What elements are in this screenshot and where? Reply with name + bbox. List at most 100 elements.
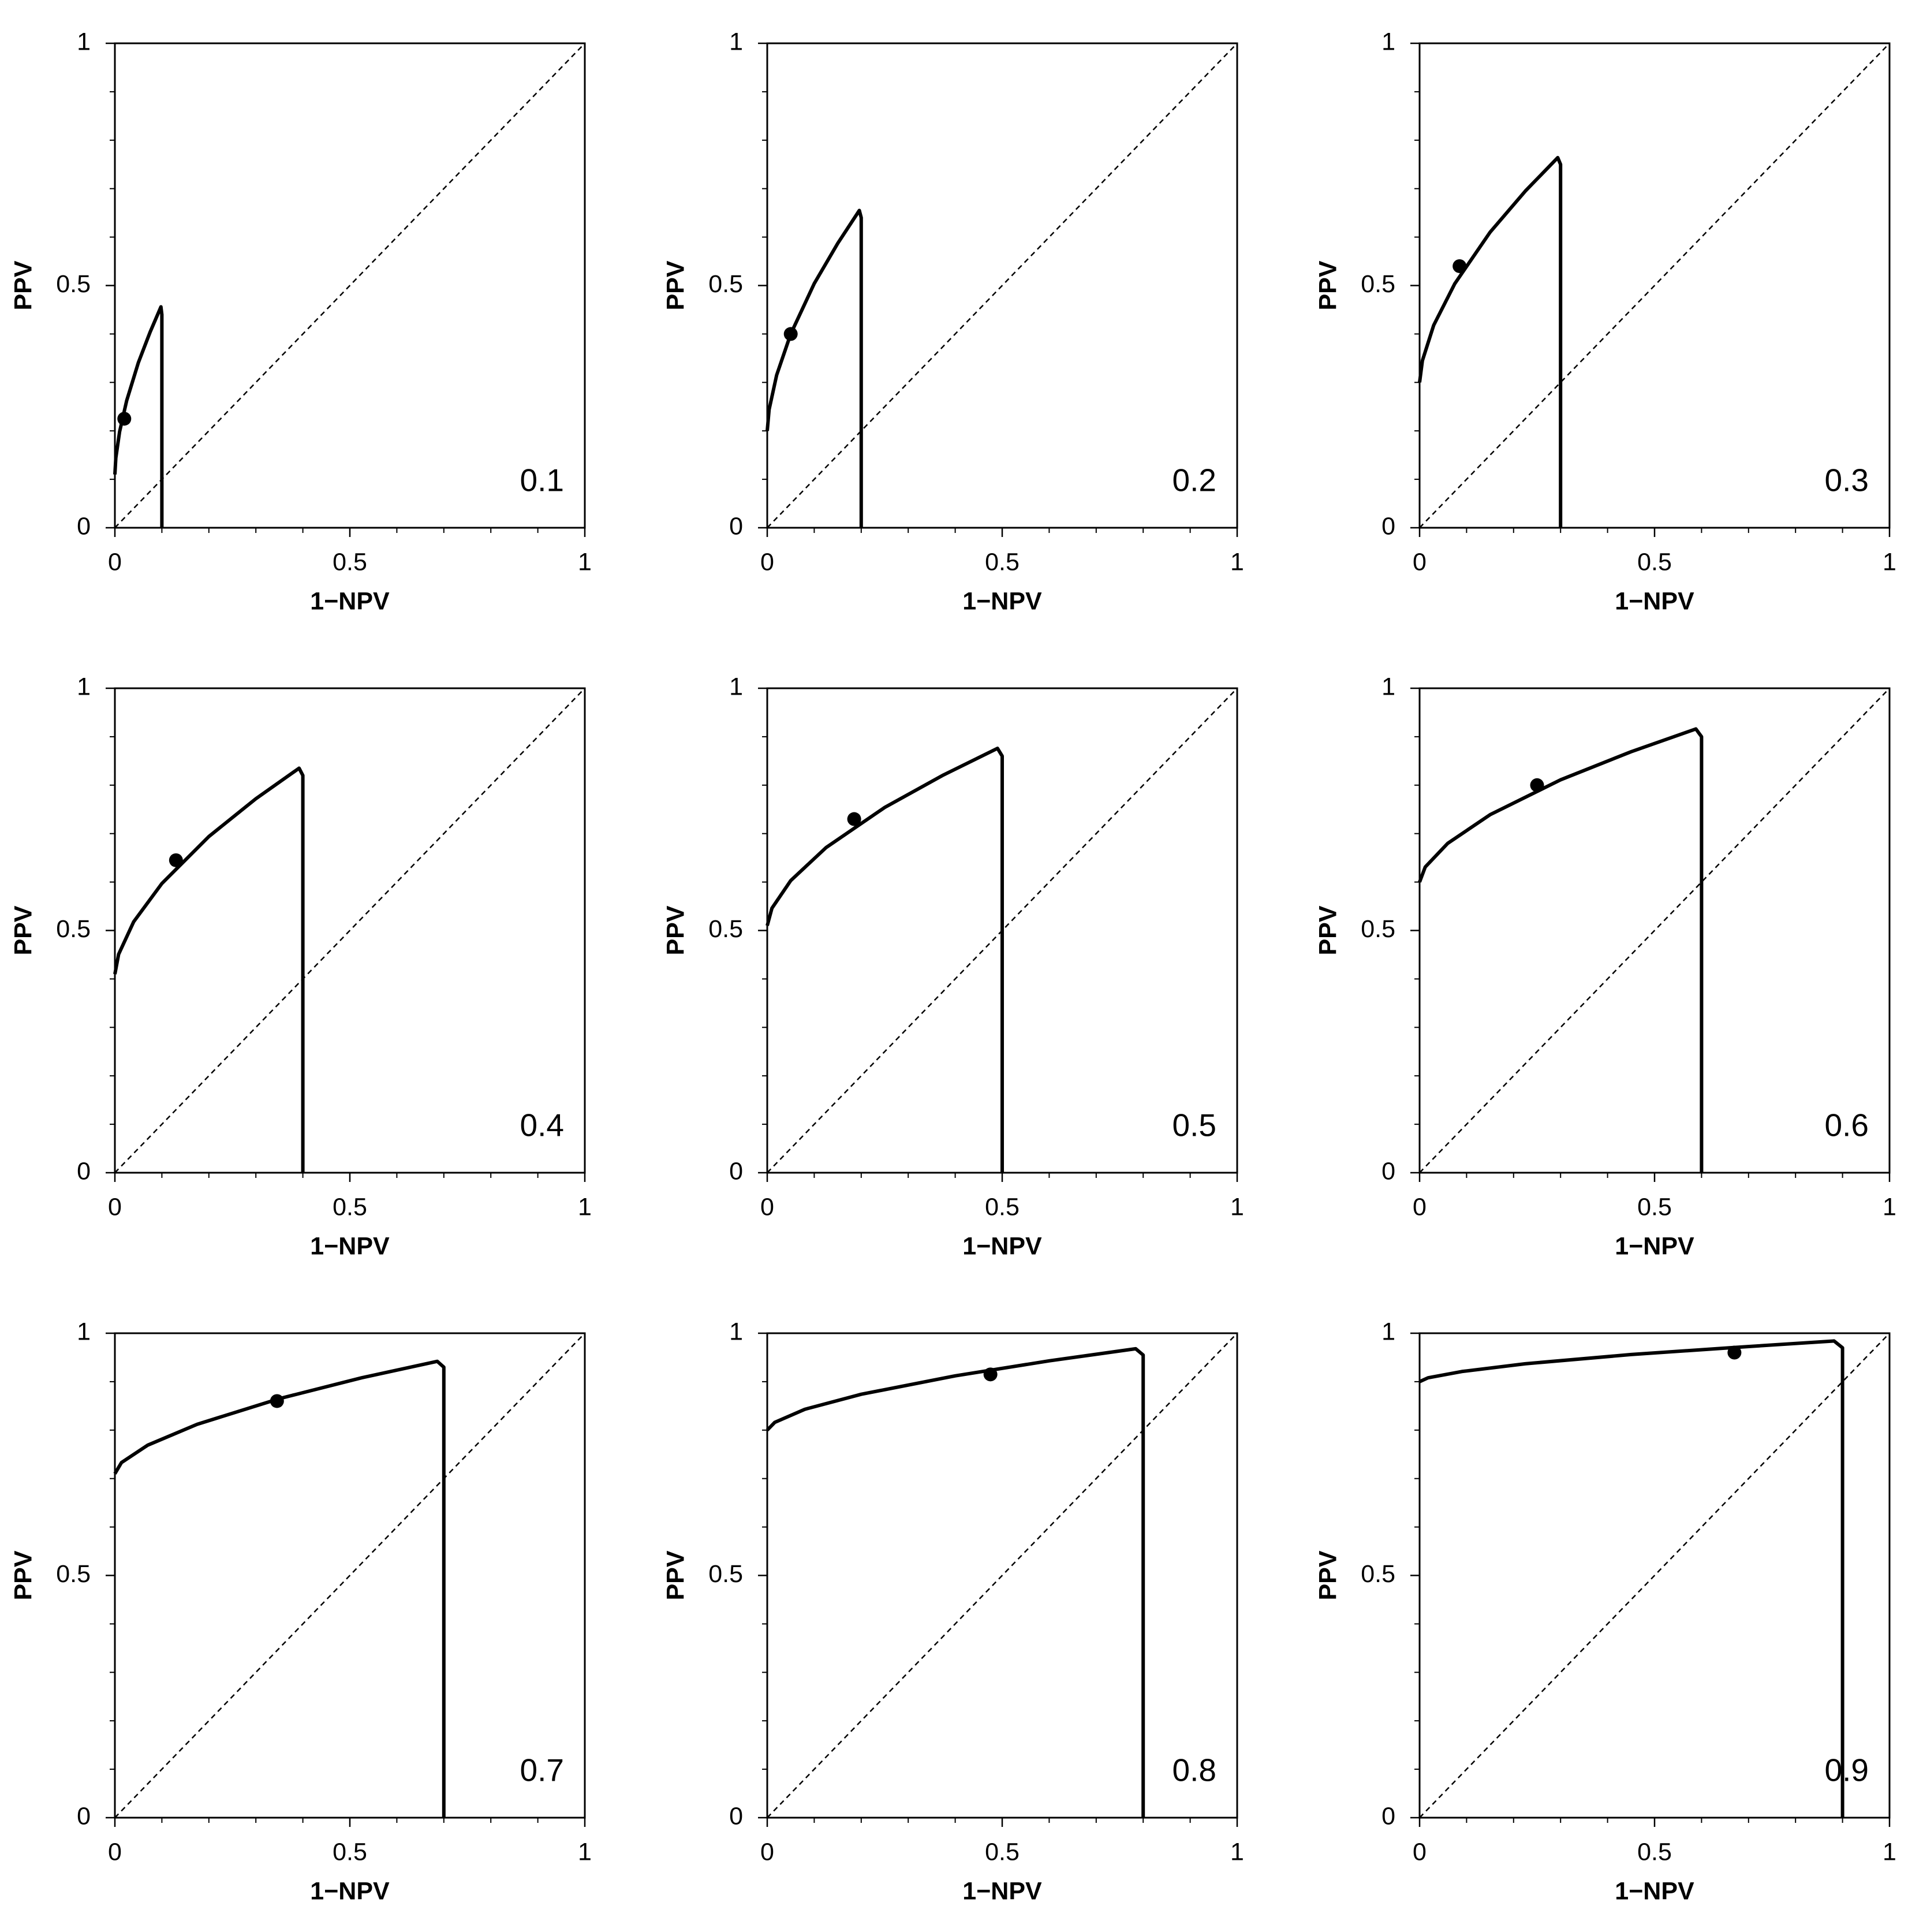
y-tick-label: 1	[77, 1318, 91, 1345]
x-tick-label: 0	[108, 548, 122, 576]
x-tick-label: 0	[760, 1193, 774, 1221]
x-tick-label: 0.5	[1637, 1838, 1672, 1866]
x-axis-label: 1−NPV	[310, 1877, 390, 1905]
y-tick-label: 0	[77, 512, 91, 540]
diagonal	[767, 43, 1238, 528]
annotation: 0.3	[1825, 463, 1869, 498]
panel: 0 0.5 1 0 0.5 1 1−NPV PPV 0.9	[1314, 1318, 1896, 1905]
annotation: 0.6	[1825, 1107, 1869, 1143]
diagonal	[114, 1333, 585, 1818]
diagonal	[114, 43, 585, 528]
annotation: 0.7	[520, 1752, 564, 1788]
x-tick-label: 1	[1883, 548, 1896, 576]
x-tick-label: 0.5	[333, 1193, 367, 1221]
x-tick-label: 0	[1413, 548, 1427, 576]
y-tick-label: 0.5	[708, 915, 743, 943]
plot-frame	[766, 42, 1238, 529]
panel: 0 0.5 1 0 0.5 1 1−NPV PPV 0.2	[662, 28, 1244, 615]
marker-point	[783, 327, 798, 341]
x-axis-label: 1−NPV	[1615, 1877, 1694, 1905]
marker-point	[1727, 1345, 1742, 1360]
curve	[113, 305, 164, 528]
y-tick-label: 0.5	[1361, 1560, 1395, 1588]
annotation: 0.8	[1173, 1752, 1216, 1788]
panel: 0 0.5 1 0 0.5 1 1−NPV PPV 0.3	[1314, 28, 1896, 615]
y-tick-label: 0	[729, 1157, 743, 1185]
y-tick-label: 0	[729, 1802, 743, 1830]
y-tick-label: 0	[1381, 1802, 1395, 1830]
y-tick-label: 0.5	[708, 1560, 743, 1588]
marker-point	[169, 853, 183, 867]
curve	[113, 766, 305, 1173]
x-tick-label: 0	[760, 1838, 774, 1866]
x-tick-label: 1	[578, 1838, 592, 1866]
y-tick-label: 0	[729, 512, 743, 540]
y-tick-label: 1	[1381, 1318, 1395, 1345]
y-axis-label: PPV	[9, 260, 37, 310]
x-tick-label: 1	[1230, 1193, 1244, 1221]
annotation: 0.1	[520, 463, 564, 498]
panel: 0 0.5 1 0 0.5 1 1−NPV PPV 0.8	[662, 1318, 1244, 1905]
curve	[1418, 1339, 1844, 1818]
x-axis-label: 1−NPV	[310, 1232, 390, 1260]
x-tick-label: 1	[1230, 1838, 1244, 1866]
y-axis-label: PPV	[662, 905, 689, 955]
x-axis-label: 1−NPV	[1615, 1232, 1694, 1260]
x-tick-label: 0.5	[1637, 1193, 1672, 1221]
curve	[766, 1347, 1145, 1818]
annotation: 0.2	[1173, 463, 1216, 498]
marker-point	[983, 1367, 998, 1382]
curve	[113, 1359, 446, 1818]
x-tick-label: 0.5	[985, 1193, 1020, 1221]
x-tick-label: 0	[1413, 1193, 1427, 1221]
x-axis-label: 1−NPV	[962, 1877, 1042, 1905]
diagonal	[767, 1333, 1238, 1818]
x-tick-label: 1	[1230, 548, 1244, 576]
y-tick-label: 0	[77, 1802, 91, 1830]
x-tick-label: 0.5	[1637, 548, 1672, 576]
plot-frame	[1418, 42, 1891, 529]
panel: 0 0.5 1 0 0.5 1 1−NPV PPV 0.1	[9, 28, 592, 615]
plot-frame	[1418, 687, 1891, 1174]
y-tick-label: 0.5	[708, 270, 743, 298]
y-tick-label: 1	[77, 28, 91, 55]
y-axis-label: PPV	[1314, 905, 1342, 955]
y-tick-label: 1	[1381, 28, 1395, 55]
y-tick-label: 0	[1381, 512, 1395, 540]
x-axis-label: 1−NPV	[962, 1232, 1042, 1260]
x-tick-label: 0.5	[985, 548, 1020, 576]
y-axis-label: PPV	[1314, 260, 1342, 310]
x-tick-label: 0.5	[333, 1838, 367, 1866]
curve	[1418, 156, 1563, 528]
y-tick-label: 0.5	[56, 1560, 91, 1588]
annotation: 0.4	[520, 1107, 564, 1143]
marker-point	[1530, 778, 1544, 792]
curve	[766, 208, 863, 528]
y-axis-label: PPV	[1314, 1550, 1342, 1600]
x-tick-label: 0.5	[985, 1838, 1020, 1866]
plot-frame	[1418, 1332, 1891, 1819]
y-axis-label: PPV	[662, 260, 689, 310]
y-tick-label: 0.5	[56, 270, 91, 298]
x-tick-label: 0	[1413, 1838, 1427, 1866]
panel: 0 0.5 1 0 0.5 1 1−NPV PPV 0.7	[9, 1318, 592, 1905]
curve	[766, 747, 1004, 1173]
x-tick-label: 1	[1883, 1193, 1896, 1221]
plot-frame	[114, 42, 586, 529]
x-axis-label: 1−NPV	[310, 587, 390, 615]
y-axis-label: PPV	[9, 1550, 37, 1600]
x-tick-label: 0	[760, 548, 774, 576]
y-tick-label: 1	[729, 28, 743, 55]
y-tick-label: 1	[77, 673, 91, 700]
plot-frame	[114, 687, 586, 1174]
annotation: 0.5	[1173, 1107, 1216, 1143]
marker-point	[847, 812, 861, 826]
y-tick-label: 0	[77, 1157, 91, 1185]
x-tick-label: 0	[108, 1193, 122, 1221]
marker-point	[1452, 259, 1467, 273]
marker-point	[117, 412, 132, 426]
panel: 0 0.5 1 0 0.5 1 1−NPV PPV 0.5	[662, 673, 1244, 1260]
diagonal	[1419, 688, 1890, 1173]
